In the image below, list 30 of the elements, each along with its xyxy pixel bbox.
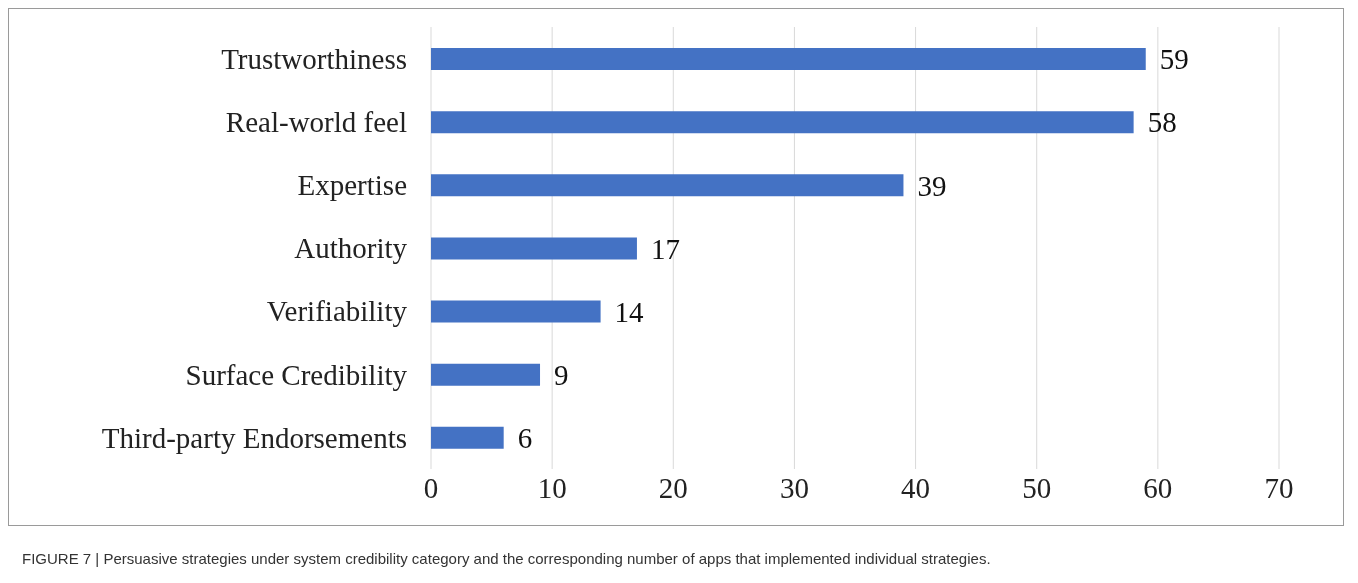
x-tick-label: 50 bbox=[1022, 471, 1052, 504]
data-label: 17 bbox=[650, 232, 680, 265]
bar bbox=[431, 48, 1146, 70]
y-tick-label: Real-world feel bbox=[225, 106, 407, 139]
y-tick-label: Verifiability bbox=[266, 295, 408, 328]
x-tick-label: 0 bbox=[423, 471, 439, 504]
data-label: 58 bbox=[1147, 106, 1177, 139]
bar bbox=[431, 426, 504, 449]
x-tick-label: 10 bbox=[537, 471, 567, 504]
y-tick-label: Surface Credibility bbox=[185, 358, 408, 391]
y-tick-label: Third-party Endorsements bbox=[101, 421, 407, 454]
data-label: 59 bbox=[1159, 43, 1189, 76]
bar bbox=[431, 174, 904, 197]
data-label: 9 bbox=[554, 359, 569, 392]
bar bbox=[431, 300, 601, 323]
bar bbox=[431, 111, 1134, 134]
x-tick-label: 60 bbox=[1143, 471, 1173, 504]
data-label: 6 bbox=[517, 422, 533, 455]
data-label: 39 bbox=[917, 169, 947, 202]
y-tick-label: Expertise bbox=[297, 169, 407, 202]
bar bbox=[431, 363, 541, 386]
data-label: 14 bbox=[614, 295, 645, 328]
x-tick-label: 40 bbox=[901, 471, 931, 504]
y-tick-label: Authority bbox=[294, 232, 408, 265]
x-tick-label: 70 bbox=[1264, 471, 1294, 504]
y-tick-label: Trustworthiness bbox=[221, 42, 407, 75]
caption: FIGURE 7 | Persuasive strategies under system credibility category and the corresponding number of apps that implemented individual strategies. bbox=[22, 550, 992, 567]
x-tick-label: 20 bbox=[658, 471, 688, 504]
x-tick-label: 30 bbox=[779, 471, 809, 504]
bar bbox=[431, 237, 637, 260]
